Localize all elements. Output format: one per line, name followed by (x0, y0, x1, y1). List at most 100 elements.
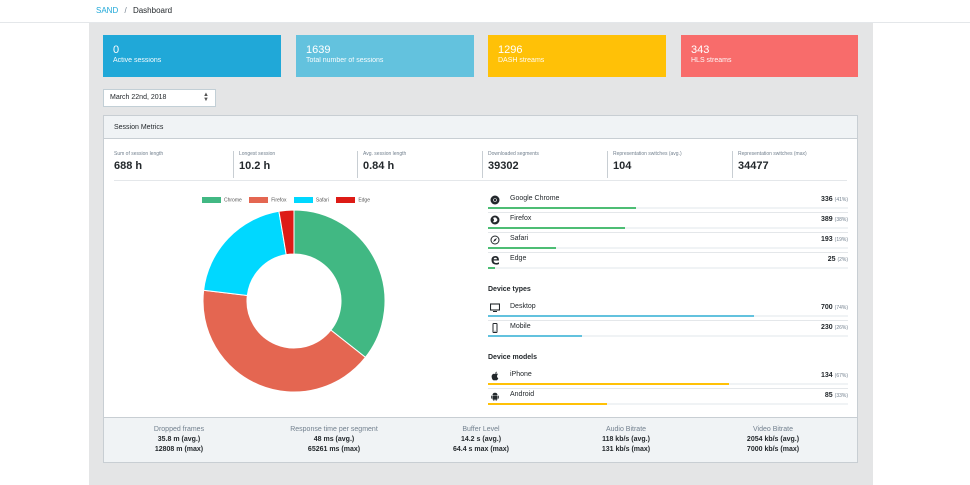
model-name: Android (510, 391, 535, 398)
donut-slice-edge[interactable] (278, 209, 295, 256)
progress-track (488, 335, 848, 337)
firefox-icon (490, 215, 500, 225)
date-select[interactable]: March 22nd, 2018 ▲ ▼ (103, 89, 216, 107)
progress-fill (488, 403, 607, 405)
count: 193 (821, 236, 833, 243)
list-item-model-iphone: iPhone 134 (67%) (488, 369, 848, 389)
stat-value: 0 (113, 44, 120, 56)
card-footer: Dropped frames 35.8 m (avg.) 12808 m (ma… (104, 417, 857, 462)
metric-longest-session: Longest session 10.2 h (233, 151, 357, 178)
model-value: 85 (33%) (825, 392, 848, 399)
progress-fill (488, 227, 625, 229)
metric-label: Representation switches (avg.) (613, 151, 682, 157)
chrome-icon (490, 195, 500, 205)
stat-card-total-sessions: 1639 Total number of sessions (296, 35, 474, 77)
percent: (67%) (834, 373, 848, 379)
progress-fill (488, 267, 496, 269)
device-models-title: Device models (488, 354, 538, 361)
footer-label: Response time per segment (290, 426, 378, 433)
metrics-divider (114, 180, 847, 181)
metric-value: 0.84 h (363, 160, 395, 172)
metric-avg-session-length: Avg. session length 0.84 h (357, 151, 482, 178)
footer-avg: 2054 kb/s (avg.) (746, 436, 800, 443)
list-item-model-android: Android 85 (33%) (488, 389, 848, 409)
select-caret-icon: ▲ ▼ (203, 92, 209, 103)
donut-slice-safari[interactable] (203, 210, 287, 297)
main-content: 0 Active sessions 1639 Total number of s… (89, 23, 873, 485)
legend-swatch (293, 197, 313, 203)
legend-item-safari[interactable]: Safari (293, 197, 329, 204)
breadcrumb-separator: / (124, 6, 127, 15)
footer-label: Audio Bitrate (605, 426, 647, 433)
stat-card-hls-streams: 343 HLS streams (681, 35, 858, 77)
count: 134 (821, 372, 833, 379)
metric-value: 688 h (114, 160, 143, 172)
legend-label: Safari (315, 197, 329, 204)
list-item-browser-safari: Safari 193 (19%) (488, 233, 848, 253)
breadcrumb: SAND / Dashboard (96, 6, 172, 15)
footer-response-time: Response time per segment 48 ms (avg.) 6… (259, 426, 409, 455)
footer-avg: 118 kb/s (avg.) (602, 436, 650, 443)
progress-fill (488, 247, 557, 249)
progress-fill (488, 335, 582, 337)
device-name: Desktop (510, 303, 536, 310)
legend-swatch (336, 197, 356, 203)
stat-label: HLS streams (691, 57, 732, 64)
android-icon (491, 392, 499, 401)
percent: (33%) (834, 393, 848, 399)
legend-label: Firefox (271, 197, 287, 204)
list-item-device-desktop: Desktop 700 (74%) (488, 301, 848, 321)
percent: (74%) (834, 305, 848, 311)
apple-icon (491, 371, 499, 381)
chart-legend: Chrome Firefox Safari Edge (202, 197, 376, 203)
edge-icon (491, 256, 499, 265)
legend-item-edge[interactable]: Edge (336, 197, 370, 203)
metric-label: Avg. session length (363, 151, 407, 157)
browser-value: 25 (2%) (828, 256, 848, 263)
donut-slice-chrome[interactable] (293, 209, 386, 359)
date-select-value: March 22nd, 2018 (110, 94, 167, 101)
percent: (19%) (834, 237, 848, 243)
stat-label: Total number of sessions (306, 57, 384, 64)
breadcrumb-home-link[interactable]: SAND (96, 6, 119, 15)
mobile-icon (492, 323, 498, 333)
percent: (38%) (834, 217, 848, 223)
metric-label: Downloaded segments (488, 151, 539, 157)
metric-label: Sum of session length (114, 151, 164, 157)
metric-representation-switches-max: Representation switches (max) 34477 (732, 151, 849, 178)
safari-icon (490, 235, 500, 245)
metric-label: Representation switches (max) (738, 151, 807, 157)
footer-dropped-frames: Dropped frames 35.8 m (avg.) 12808 m (ma… (104, 426, 254, 455)
count: 389 (821, 216, 833, 223)
session-metrics-card: Session Metrics Sum of session length 68… (103, 115, 858, 463)
browser-donut-chart[interactable] (202, 209, 386, 393)
count: 336 (821, 196, 833, 203)
metric-label: Longest session (239, 151, 276, 157)
progress-track (488, 383, 848, 385)
metric-value: 34477 (738, 160, 769, 172)
stat-label: DASH streams (498, 57, 545, 64)
stat-card-dash-streams: 1296 DASH streams (488, 35, 666, 77)
percent: (26%) (834, 325, 848, 331)
metric-value: 10.2 h (239, 160, 271, 172)
stat-value: 1639 (306, 44, 331, 56)
progress-track (488, 403, 848, 405)
stat-value: 343 (691, 44, 710, 56)
footer-avg: 14.2 s (avg.) (460, 436, 502, 443)
breadcrumb-current: Dashboard (132, 6, 173, 15)
progress-fill (488, 383, 730, 385)
stat-label: Active sessions (113, 57, 162, 64)
footer-video-bitrate: Video Bitrate 2054 kb/s (avg.) 7000 kb/s… (698, 426, 848, 455)
legend-item-firefox[interactable]: Firefox (249, 197, 286, 203)
footer-avg: 48 ms (avg.) (313, 436, 355, 443)
footer-audio-bitrate: Audio Bitrate 118 kb/s (avg.) 131 kb/s (… (551, 426, 701, 455)
metric-sum-session-length: Sum of session length 688 h (114, 151, 232, 178)
browser-value: 193 (19%) (821, 236, 848, 243)
legend-item-chrome[interactable]: Chrome (202, 197, 242, 203)
desktop-icon (490, 303, 500, 312)
percent: (41%) (834, 197, 848, 203)
device-value: 230 (26%) (821, 324, 848, 331)
device-types-title: Device types (488, 286, 531, 293)
donut-slice-firefox[interactable] (202, 289, 367, 393)
footer-buffer-level: Buffer Level 14.2 s (avg.) 64.4 s max (m… (406, 426, 556, 455)
